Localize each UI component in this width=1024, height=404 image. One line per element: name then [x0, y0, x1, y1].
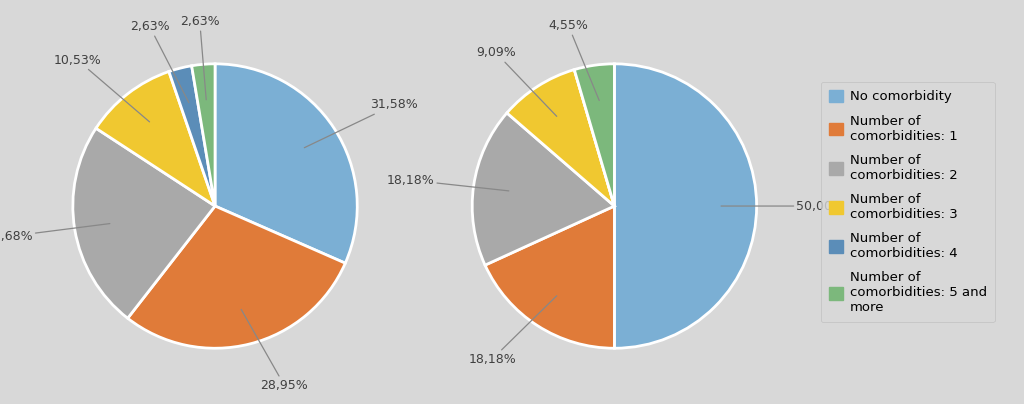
Wedge shape	[485, 206, 614, 348]
Wedge shape	[73, 128, 215, 318]
Text: 9,09%: 9,09%	[476, 46, 557, 116]
Wedge shape	[507, 69, 614, 206]
Legend: No comorbidity, Number of
comorbidities: 1, Number of
comorbidities: 2, Number o: No comorbidity, Number of comorbidities:…	[820, 82, 994, 322]
Text: 31,58%: 31,58%	[304, 99, 418, 148]
Text: 23,68%: 23,68%	[0, 223, 110, 243]
Wedge shape	[169, 66, 215, 206]
Text: 2,63%: 2,63%	[180, 15, 219, 100]
Text: 50,00%: 50,00%	[721, 200, 845, 213]
Text: 18,18%: 18,18%	[468, 296, 557, 366]
Text: 2,63%: 2,63%	[130, 20, 188, 103]
Text: 28,95%: 28,95%	[242, 309, 308, 392]
Text: 4,55%: 4,55%	[549, 19, 599, 101]
Wedge shape	[191, 64, 215, 206]
Text: 10,53%: 10,53%	[53, 54, 150, 122]
Wedge shape	[614, 64, 757, 348]
Wedge shape	[215, 64, 357, 263]
Wedge shape	[96, 72, 215, 206]
Wedge shape	[128, 206, 345, 348]
Wedge shape	[472, 113, 614, 265]
Wedge shape	[574, 64, 614, 206]
Wedge shape	[574, 69, 614, 206]
Text: 18,18%: 18,18%	[386, 174, 509, 191]
